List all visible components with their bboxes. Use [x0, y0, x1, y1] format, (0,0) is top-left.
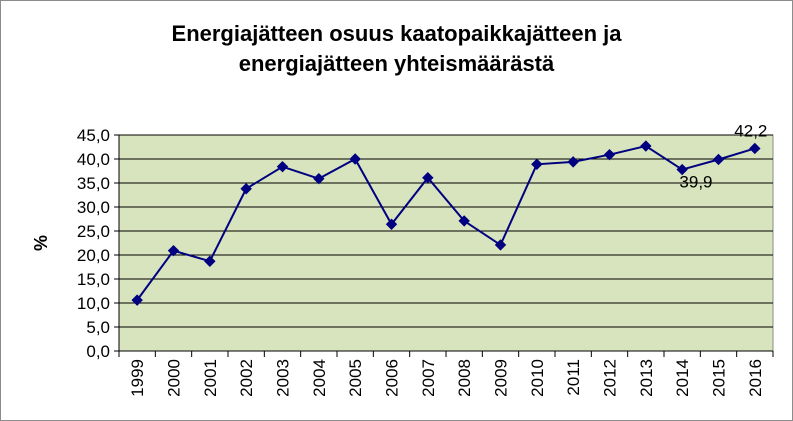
x-tick-label: 1999 — [128, 359, 147, 397]
chart-title-line-1: Energiajätteen osuus kaatopaikkajätteen … — [171, 21, 622, 46]
data-point-marker — [167, 244, 180, 257]
x-tick-label: 2000 — [165, 359, 184, 397]
x-tick-label: 2002 — [237, 359, 256, 397]
data-point-marker — [240, 183, 252, 195]
x-tick-label: 2009 — [492, 359, 511, 397]
x-tick-label: 2001 — [201, 359, 220, 397]
y-tick-label: 40,0 — [77, 150, 110, 169]
x-tick-label: 2014 — [673, 359, 692, 397]
plot-area — [118, 134, 774, 352]
y-tick-label: 35,0 — [77, 174, 110, 193]
x-tick-label: 2010 — [528, 359, 547, 397]
data-point-marker — [458, 215, 470, 227]
x-tick-label: 2008 — [455, 359, 474, 397]
x-tick-label: 2015 — [710, 359, 729, 397]
chart-title: Energiajätteen osuus kaatopaikkajätteen … — [1, 19, 792, 79]
series-line — [136, 144, 756, 301]
x-tick-label: 2003 — [274, 359, 293, 397]
y-axis-title: % — [31, 235, 51, 251]
data-point-marker — [567, 156, 579, 168]
gridlines — [119, 134, 773, 328]
data-point-marker — [749, 142, 761, 155]
data-point-marker — [422, 172, 434, 184]
y-tick-label: 20,0 — [77, 246, 110, 265]
x-axis-tick-labels: 1999 2000 2001 2002 2003 2004 2005 2006 2007 2008… — [128, 359, 765, 397]
y-tick-label: 25,0 — [77, 222, 110, 241]
data-label: 42,2 — [734, 121, 767, 140]
x-tick-label: 2016 — [746, 359, 765, 397]
y-tick-label: 45,0 — [77, 126, 110, 145]
y-tick-label: 5,0 — [86, 318, 110, 337]
x-tick-label: 2005 — [346, 359, 365, 397]
axes — [114, 134, 774, 357]
data-point-marker — [276, 160, 289, 173]
x-tick-label: 2012 — [601, 359, 620, 397]
data-labels: 39,9 42,2 — [679, 121, 767, 191]
y-tick-label: 30,0 — [77, 198, 110, 217]
y-tick-label: 0,0 — [86, 342, 110, 361]
data-point-marker — [676, 163, 688, 176]
y-axis-tick-labels: 0,0 5,0 10,0 15,0 20,0 25,0 30,0 35,0 40,0 45,0 — [77, 126, 110, 361]
chart-title-line-2: energiajätteen yhteismäärästä — [238, 51, 555, 76]
data-point-marker — [640, 140, 652, 152]
data-point-marker — [712, 153, 725, 166]
data-point-marker — [313, 172, 325, 185]
x-tick-label: 2007 — [419, 359, 438, 397]
data-point-marker — [349, 153, 361, 165]
x-tick-label: 2004 — [310, 359, 329, 397]
x-tick-label: 2006 — [383, 359, 402, 397]
data-point-marker — [385, 218, 398, 230]
data-label: 39,9 — [679, 172, 712, 191]
data-point-marker — [494, 239, 507, 251]
y-tick-label: 15,0 — [77, 270, 110, 289]
data-point-marker — [131, 294, 143, 306]
x-tick-label: 2011 — [564, 359, 583, 396]
data-point-marker — [204, 255, 216, 267]
data-point-marker — [603, 148, 616, 161]
data-point-marker — [531, 158, 543, 170]
series-layer — [131, 140, 761, 306]
y-tick-label: 10,0 — [77, 294, 110, 313]
x-tick-label: 2013 — [637, 359, 656, 397]
